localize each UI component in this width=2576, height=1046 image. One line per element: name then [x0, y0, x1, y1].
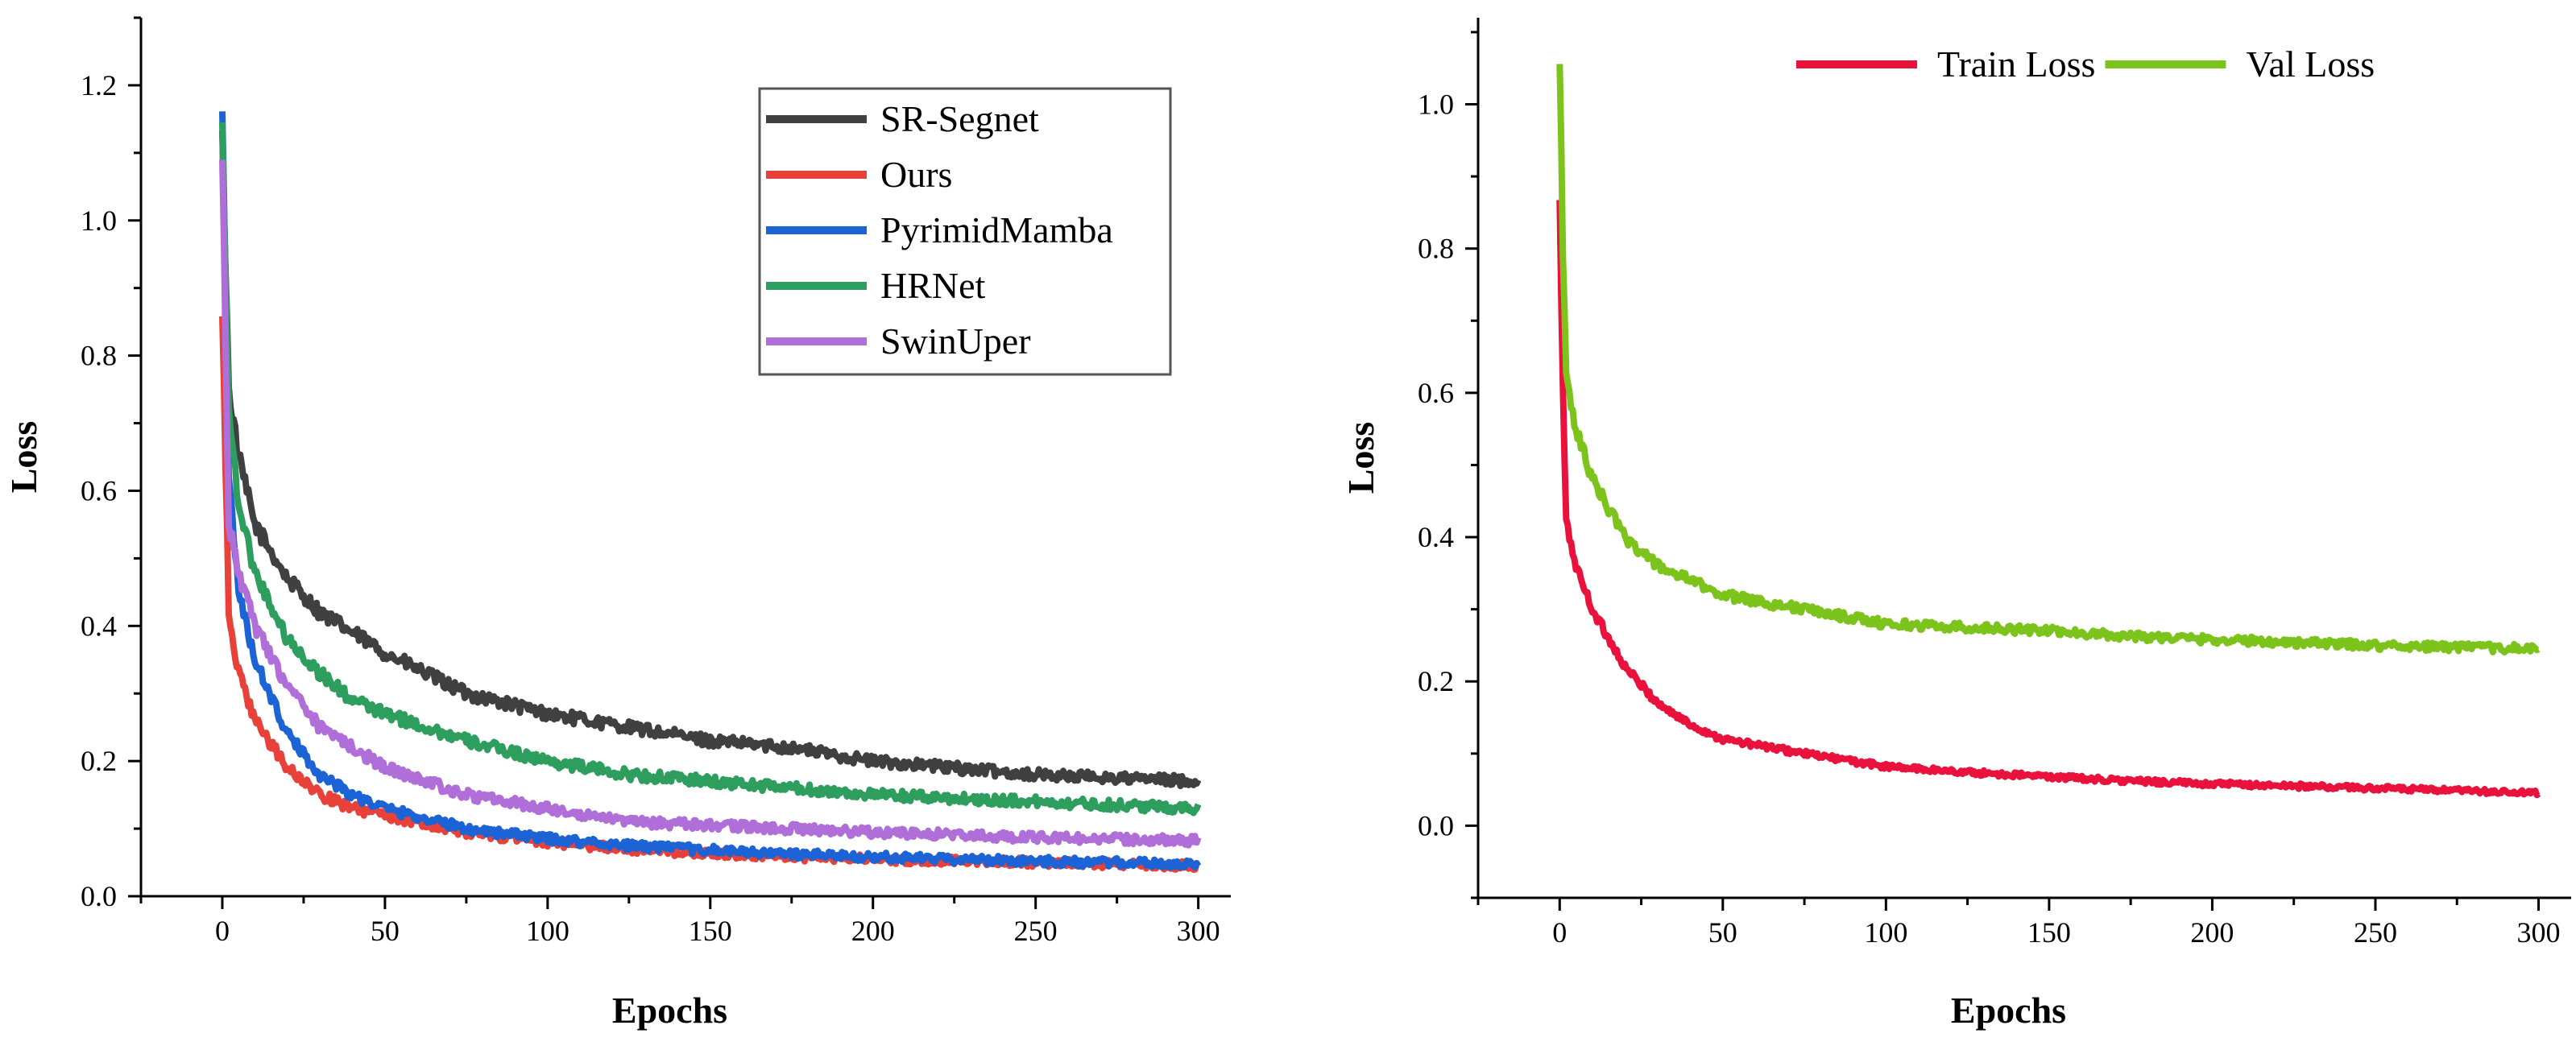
y-tick-label: 0.6 — [1418, 377, 1454, 409]
legend-label: Val Loss — [2246, 43, 2375, 85]
y-tick-label: 0.6 — [81, 474, 117, 506]
x-tick-label: 100 — [526, 915, 569, 947]
x-tick-label: 250 — [2354, 916, 2397, 949]
legend-label: SR-Segnet — [880, 98, 1039, 139]
x-tick-label: 100 — [1864, 916, 1907, 949]
y-tick-label: 1.0 — [1418, 89, 1454, 121]
y-tick-label: 1.0 — [81, 205, 117, 237]
x-tick-label: 0 — [1552, 916, 1567, 949]
y-axis-title: Loss — [1340, 422, 1381, 494]
series-line-hrnet — [219, 122, 1202, 817]
x-tick-label: 150 — [689, 915, 732, 947]
y-tick-label: 1.2 — [81, 69, 117, 101]
x-tick-label: 250 — [1014, 915, 1058, 947]
x-tick-label: 50 — [1708, 916, 1737, 949]
legend: SR-Segnet Ours PyrimidMamba HRNet SwinUper — [758, 87, 1172, 376]
x-tick-label: 300 — [1177, 915, 1220, 947]
y-tick-label: 0.4 — [1418, 521, 1454, 553]
y-tick-label: 0.4 — [81, 610, 117, 642]
x-tick-label: 200 — [2190, 916, 2234, 949]
legend-label: Train Loss — [1937, 43, 2095, 85]
series-line-swinuper — [219, 159, 1202, 849]
legend-label: Ours — [880, 154, 952, 195]
series-line-train-loss — [1556, 200, 2541, 799]
y-axis-title: Loss — [3, 421, 44, 493]
y-tick-label: 0.0 — [81, 880, 117, 912]
series-line-sr-segnet — [219, 130, 1202, 790]
x-tick-label: 0 — [215, 915, 230, 947]
x-axis-title: Epochs — [1951, 990, 2066, 1031]
legend-label: PyrimidMamba — [880, 209, 1113, 250]
x-axis-title: Epochs — [612, 990, 727, 1031]
x-tick-label: 200 — [851, 915, 895, 947]
series-line-pyrimidmamba — [219, 111, 1202, 871]
legend-label: SwinUper — [880, 320, 1031, 362]
left-chart-panel: 0 50 100 150 200 250 300 0.0 0.2 0.4 0.6 0.8 1.0 1.2 E… — [3, 16, 1231, 1031]
series-line-val-loss — [1556, 64, 2541, 655]
legend-label: HRNet — [880, 265, 986, 306]
legend: Train Loss Val Loss — [1796, 43, 2375, 85]
x-tick-label: 150 — [2027, 916, 2071, 949]
y-tick-label: 0.0 — [1418, 809, 1454, 841]
right-chart-panel: 0 50 100 150 200 250 300 0.0 0.2 0.4 0.6 0.8 1.0 Epoc… — [1340, 18, 2571, 1031]
y-tick-label: 0.2 — [81, 745, 117, 777]
y-tick-label: 0.2 — [1418, 665, 1454, 697]
y-tick-label: 0.8 — [1418, 233, 1454, 265]
y-tick-label: 0.8 — [81, 340, 117, 372]
x-tick-label: 300 — [2516, 916, 2560, 949]
x-tick-label: 50 — [371, 915, 400, 947]
